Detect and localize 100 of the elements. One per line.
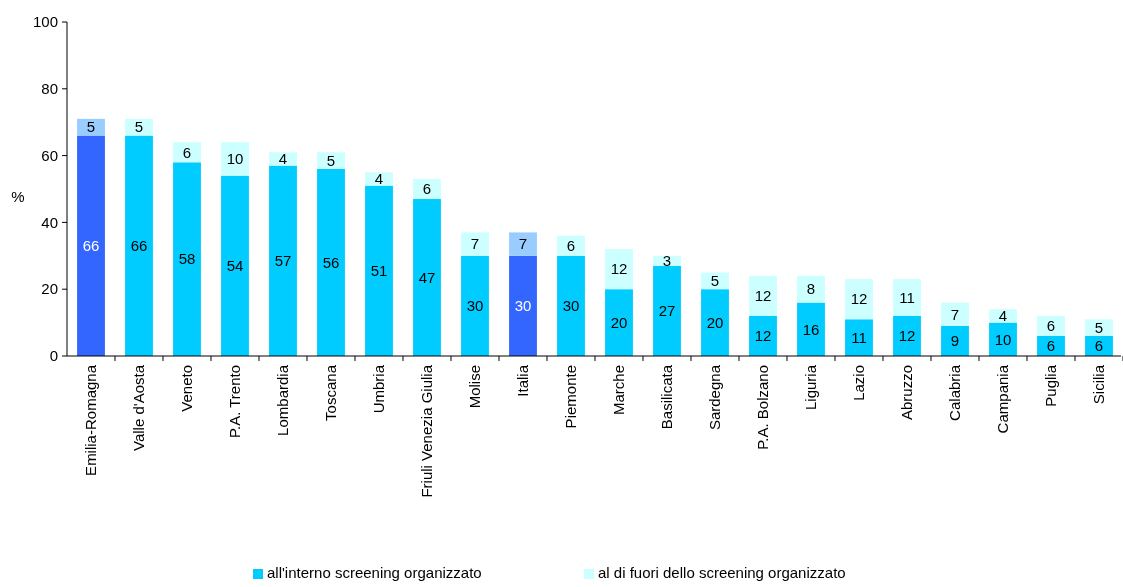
bar (797, 275, 825, 303)
data-label: 6 (1094, 337, 1104, 355)
data-label: 8 (806, 280, 816, 298)
bar (365, 185, 393, 356)
y-tick-label: 80 (41, 80, 58, 98)
x-tick-label: Emilia-Romagna (82, 364, 100, 476)
bar (317, 168, 345, 356)
data-label: 5 (134, 118, 144, 136)
x-tick-label: Valle d'Aosta (130, 364, 148, 451)
data-label: 56 (322, 253, 340, 271)
bar (989, 309, 1017, 323)
data-label: 6 (182, 143, 192, 161)
data-label: 4 (374, 170, 384, 188)
data-label: 66 (82, 237, 100, 255)
bar (125, 135, 153, 356)
data-label: 47 (418, 268, 436, 286)
bar (173, 162, 201, 356)
bar (797, 302, 825, 356)
bar (77, 118, 105, 136)
x-tick-label: Italia (514, 364, 532, 397)
bar (749, 275, 777, 316)
bar (605, 289, 633, 356)
x-tick-label: Friuli Venezia Giulia (418, 364, 436, 498)
x-tick-label: Lazio (850, 365, 868, 401)
data-label: 10 (226, 150, 244, 168)
bar (269, 165, 297, 356)
x-tick-label: Molise (466, 365, 484, 409)
data-label: 4 (278, 150, 288, 168)
x-tick-label: P.A. Trento (226, 365, 244, 439)
bar (557, 255, 585, 356)
data-label: 7 (518, 235, 528, 253)
bar (605, 249, 633, 290)
x-tick-label: Sicilia (1090, 364, 1108, 405)
bar (317, 152, 345, 169)
bar (221, 175, 249, 356)
data-label: 20 (706, 313, 724, 331)
bar (893, 315, 921, 356)
data-label: 30 (466, 297, 484, 315)
x-tick-label: Basilicata (658, 364, 676, 430)
data-label: 6 (422, 180, 432, 198)
bar (269, 152, 297, 166)
data-label: 10 (994, 330, 1012, 348)
x-tick-label: Puglia (1042, 364, 1060, 407)
x-tick-label: Piemonte (562, 365, 580, 429)
x-tick-label: Campania (994, 364, 1012, 434)
data-label: 5 (1094, 318, 1104, 336)
x-tick-label: Calabria (946, 364, 964, 421)
bar (509, 232, 537, 256)
x-tick-label: Toscana (322, 364, 340, 421)
bar (1037, 315, 1065, 336)
bar (845, 319, 873, 356)
data-label: 11 (851, 328, 867, 346)
x-tick-label: Lombardia (274, 364, 292, 436)
bar (845, 279, 873, 320)
y-tick-label: 0 (49, 347, 58, 365)
bar (701, 289, 729, 356)
data-label: 12 (850, 290, 868, 308)
y-tick-label: 100 (32, 13, 58, 31)
data-label: 5 (326, 151, 336, 169)
bar (893, 279, 921, 316)
bar (77, 135, 105, 356)
data-label: 6 (1046, 317, 1056, 335)
x-tick-label: Liguria (802, 364, 820, 411)
data-label: 58 (178, 250, 196, 268)
bar (941, 325, 969, 356)
legend-label: al di fuori dello screening organizzato (598, 564, 846, 581)
data-label: 6 (1046, 337, 1056, 355)
bar (557, 235, 585, 256)
data-label: 9 (950, 332, 960, 350)
data-label: 12 (754, 287, 772, 305)
data-label: 12 (610, 260, 628, 278)
data-label: 12 (754, 327, 772, 345)
data-label: 6 (566, 237, 576, 255)
data-label: 12 (898, 327, 916, 345)
bar (125, 118, 153, 136)
x-tick-label: Marche (610, 365, 628, 416)
x-tick-label: Sardegna (706, 364, 724, 431)
data-label: 7 (470, 235, 480, 253)
y-axis-title: % (11, 188, 25, 206)
legend-label: all'interno screening organizzato (267, 564, 482, 581)
y-tick-label: 60 (41, 146, 58, 164)
data-label: 51 (370, 262, 388, 280)
bar (365, 172, 393, 186)
bar (461, 255, 489, 356)
x-tick-label: Umbria (370, 364, 388, 414)
bar (413, 178, 441, 200)
bar (509, 255, 537, 356)
bar (749, 315, 777, 356)
data-label: 11 (899, 288, 915, 306)
data-label: 5 (86, 118, 96, 136)
bar (1085, 319, 1113, 336)
data-label: 5 (710, 272, 720, 290)
bar (461, 232, 489, 256)
data-label: 7 (950, 305, 960, 323)
bar (221, 142, 249, 176)
data-label: 27 (658, 302, 676, 320)
data-label: 4 (998, 307, 1008, 325)
x-tick-label: P.A. Bolzano (754, 365, 772, 450)
data-label: 57 (274, 252, 292, 270)
x-tick-label: Abruzzo (898, 365, 916, 421)
